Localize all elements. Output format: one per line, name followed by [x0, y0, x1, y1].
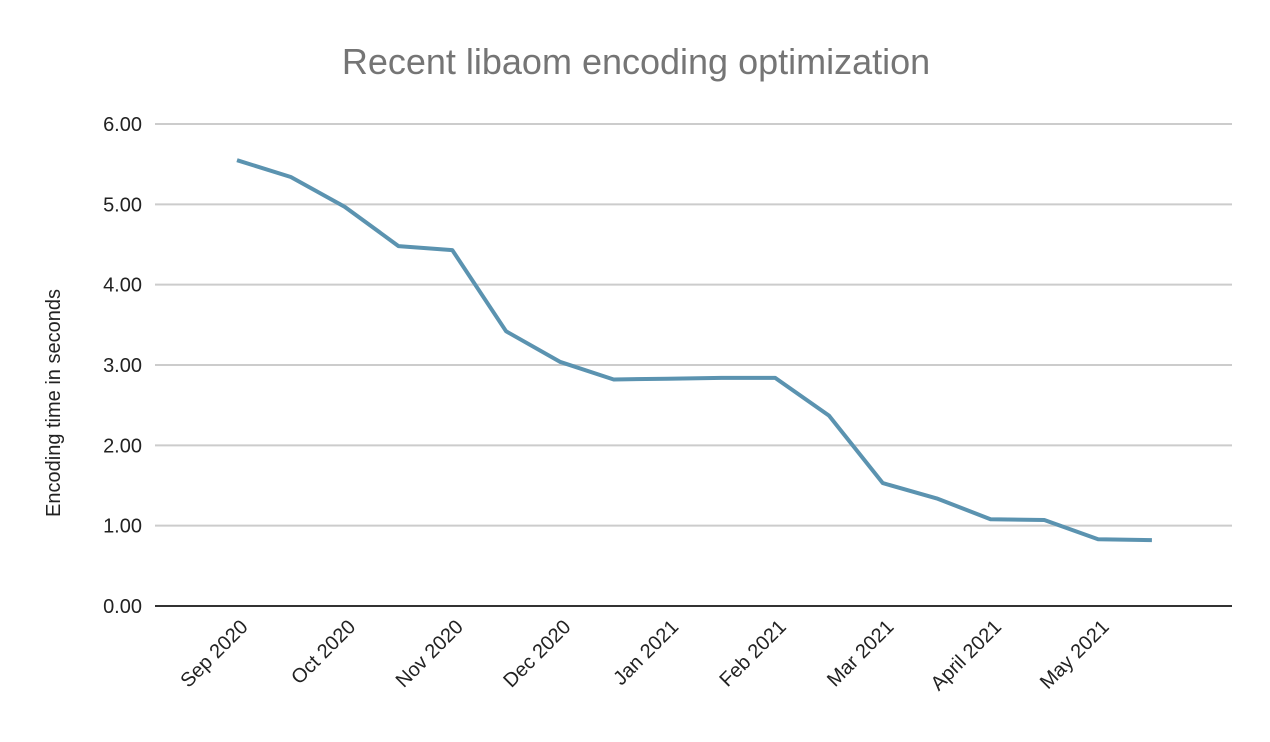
x-tick-label: Jan 2021: [609, 616, 683, 690]
y-tick-label: 6.00: [103, 114, 142, 136]
x-tick-label: Dec 2020: [499, 616, 575, 692]
y-tick-label: 3.00: [103, 355, 142, 377]
data-points: [236, 160, 1153, 541]
y-tick-label: 2.00: [103, 435, 142, 457]
x-tick-label: May 2021: [1036, 616, 1114, 694]
x-tick-label: Oct 2020: [287, 616, 360, 689]
x-tick-label: Feb 2021: [715, 616, 790, 691]
y-tick-label: 0.00: [103, 596, 142, 618]
y-tick-label: 5.00: [103, 194, 142, 216]
x-tick-label: Sep 2020: [176, 616, 252, 692]
x-tick-label: Mar 2021: [823, 616, 898, 691]
chart-title: Recent libaom encoding optimization: [342, 41, 930, 82]
x-tick-label: Nov 2020: [392, 616, 468, 692]
x-tick-label: April 2021: [927, 616, 1006, 695]
series-line: [236, 158, 1152, 543]
y-axis-label: Encoding time in seconds: [43, 289, 65, 517]
y-tick-label: 4.00: [103, 275, 142, 297]
y-tick-label: 1.00: [103, 516, 142, 538]
